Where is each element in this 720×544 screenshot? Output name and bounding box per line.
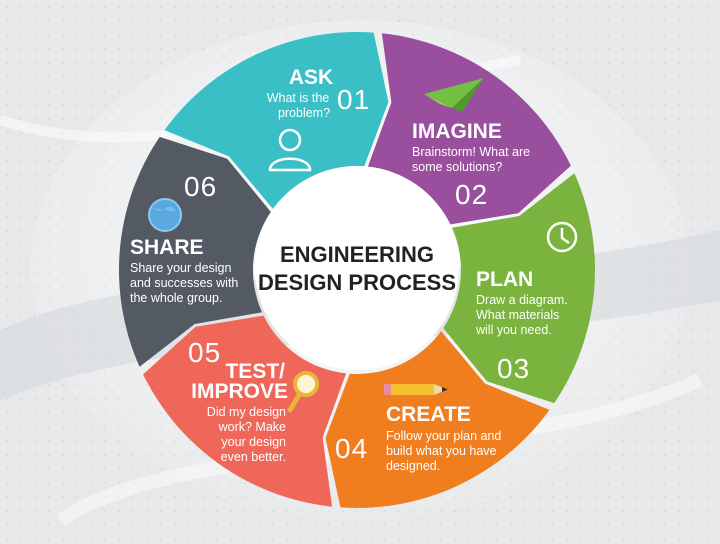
step-desc-line: will you need. [475, 323, 552, 337]
step-title: PLAN [476, 268, 533, 291]
step-title: IMAGINE [412, 120, 502, 143]
step-desc-line: work? Make [218, 420, 286, 434]
step-desc-line: build what you have [386, 444, 497, 458]
step-share: 06 SHARE Share your design and successes… [130, 171, 238, 305]
clock-icon [546, 221, 578, 253]
segment-imagine [367, 33, 571, 225]
step-desc-line: What materials [476, 308, 559, 322]
center-title-line2: DESIGN PROCESS [258, 270, 456, 295]
pencil-icon [384, 384, 448, 395]
magnifier-icon [287, 371, 319, 413]
step-title-line: IMPROVE [191, 380, 288, 403]
step-desc-line: Share your design [130, 261, 232, 275]
step-ask: ASK What is the problem? 01 [267, 66, 370, 120]
step-number: 05 [188, 337, 221, 368]
segment-plan [443, 173, 595, 404]
step-number: 02 [455, 179, 488, 210]
step-imagine: IMAGINE Brainstorm! What are some soluti… [412, 120, 530, 210]
segment-ask [164, 32, 389, 209]
step-create: CREATE Follow your plan and build what y… [335, 403, 501, 473]
step-desc-line: What is the [267, 91, 330, 105]
step-desc-line: and successes with [130, 276, 238, 290]
person-icon [268, 128, 312, 172]
paper-plane-icon [424, 78, 484, 112]
step-plan: PLAN Draw a diagram. What materials will… [475, 268, 568, 384]
step-title-line: TEST/ [225, 360, 285, 383]
step-title: ASK [289, 66, 333, 89]
step-number: 04 [335, 433, 368, 464]
step-desc-line: Brainstorm! What are [412, 145, 530, 159]
step-title: SHARE [130, 236, 204, 259]
step-test-improve: 05 TEST/ IMPROVE Did my design work? Mak… [188, 337, 288, 464]
segment-test-improve [143, 315, 347, 507]
step-title: CREATE [386, 403, 471, 426]
globe-icon [148, 198, 182, 232]
segment-share [118, 136, 271, 367]
step-desc-line: the whole group. [130, 291, 222, 305]
step-desc-line: Did my design [207, 405, 286, 419]
center-title-line1: ENGINEERING [280, 242, 434, 267]
step-number: 06 [184, 171, 217, 202]
step-desc-line: designed. [386, 459, 440, 473]
step-number: 01 [337, 84, 370, 115]
step-desc-line: even better. [221, 450, 286, 464]
step-desc-line: Follow your plan and [386, 429, 501, 443]
step-number: 03 [497, 353, 530, 384]
segment-create [325, 331, 550, 509]
step-desc-line: some solutions? [412, 160, 502, 174]
step-desc-line: Draw a diagram. [476, 293, 568, 307]
step-desc-line: your design [221, 435, 286, 449]
step-desc-line: problem? [278, 106, 330, 120]
center-circle [255, 166, 459, 370]
